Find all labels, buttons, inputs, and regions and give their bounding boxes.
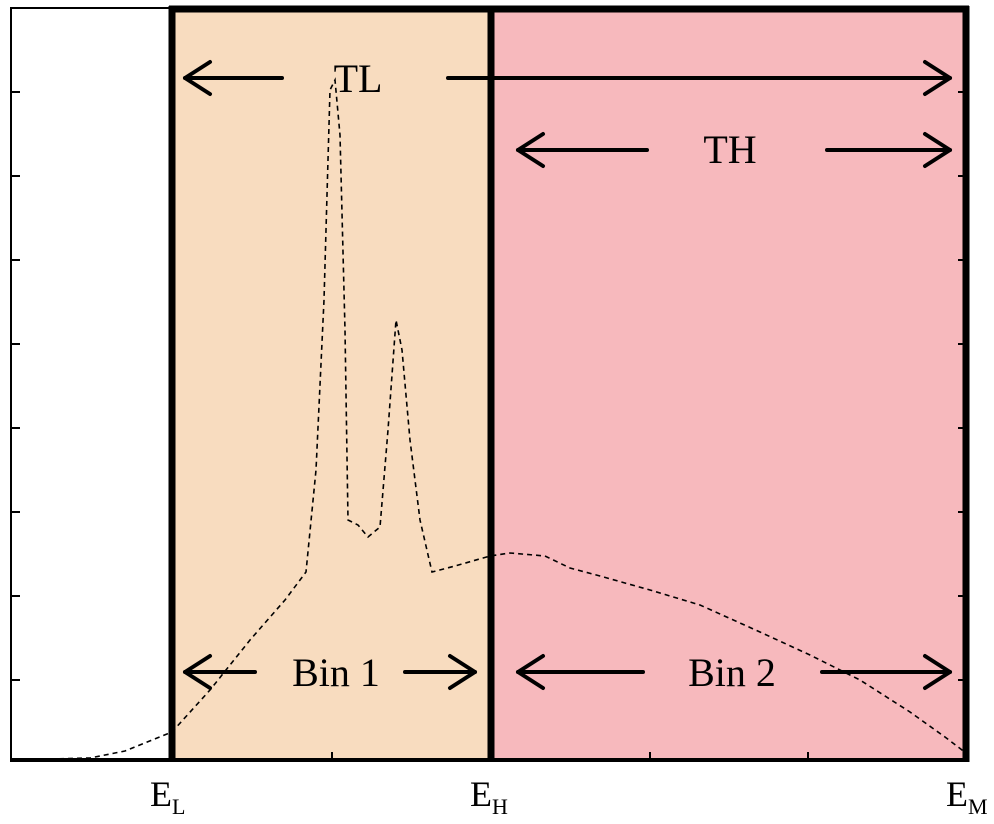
tl-arrow xyxy=(183,60,952,96)
bin1-label: Bin 1 xyxy=(292,650,380,695)
left-axis-ticks xyxy=(12,91,20,681)
spectrum-curve xyxy=(13,77,967,761)
bin1-arrow xyxy=(183,654,477,690)
bin2-label: Bin 2 xyxy=(688,650,776,695)
bin-boundaries xyxy=(168,5,970,762)
bin2-region xyxy=(491,8,967,760)
th-arrow xyxy=(516,132,952,168)
em-axis-label: EM xyxy=(946,774,988,819)
th-label: TH xyxy=(703,127,756,172)
bin2-arrow xyxy=(516,654,952,690)
bin1-region xyxy=(172,8,491,760)
el-axis-label: EL xyxy=(150,774,185,819)
eh-axis-label: EH xyxy=(470,774,508,819)
tl-label: TL xyxy=(334,56,383,101)
